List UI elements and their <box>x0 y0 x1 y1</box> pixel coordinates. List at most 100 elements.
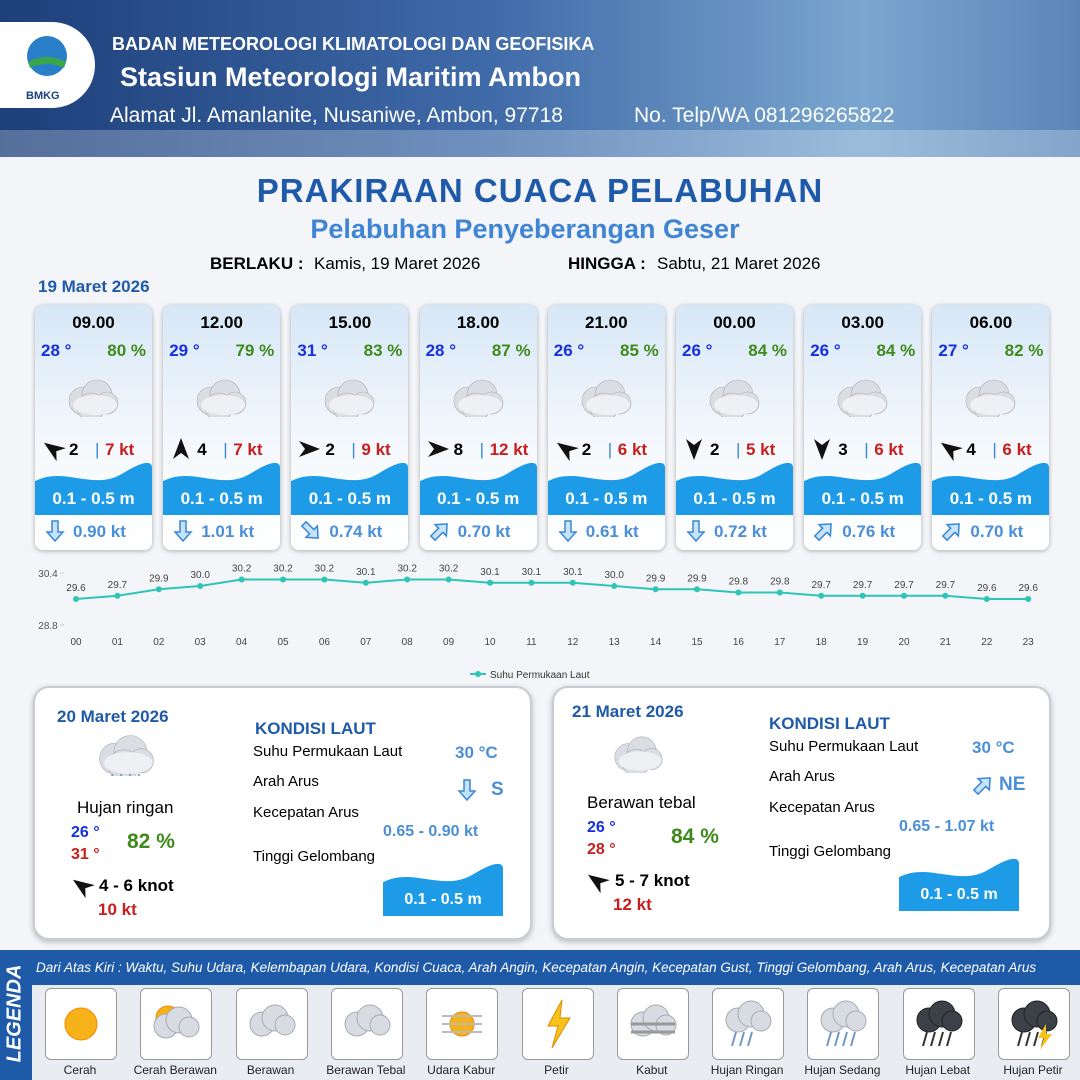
arrow <box>686 520 706 543</box>
cloud-icon <box>68 379 119 417</box>
gust: 6 kt <box>1002 440 1032 459</box>
value-label: 29.7 <box>108 580 128 591</box>
sst: 30 °C <box>455 743 498 762</box>
temp-max: 28 ° <box>587 841 616 858</box>
day-panel: 20 Maret 2026 Hujan ringan 26 ° 31 ° 82 % 4 -… <box>33 686 532 940</box>
wave-height: 0.1 - 0.5 m <box>693 489 776 508</box>
org-name: BADAN METEOROLOGI KLIMATOLOGI DAN GEOFIS… <box>112 34 595 54</box>
legend-label: Hujan Petir <box>1003 1063 1063 1077</box>
temp-min: 26 ° <box>71 824 100 841</box>
cloud-part <box>201 395 246 415</box>
current-arrow <box>942 523 961 542</box>
value-label: 29.8 <box>770 577 790 588</box>
sst-point <box>1025 596 1032 602</box>
arrow <box>556 442 579 462</box>
humidity: 85 % <box>620 341 659 360</box>
header: BMKG BADAN METEOROLOGI KLIMATOLOGI DAN GE… <box>0 0 1080 157</box>
legend-icon <box>249 1004 296 1037</box>
header-floor <box>0 130 1080 157</box>
legend-icon <box>916 1000 963 1047</box>
rain-drop <box>731 1031 738 1047</box>
cloud-icon <box>196 379 247 417</box>
arrow <box>814 439 831 460</box>
arrow <box>941 442 964 462</box>
y-tick-label: 28.8 <box>38 621 58 632</box>
value-label: 29.7 <box>894 580 914 591</box>
current-speed: 0.70 kt <box>970 522 1024 541</box>
wave-shape <box>804 463 922 515</box>
time: 00.00 <box>713 313 756 332</box>
value-label: 30.2 <box>273 564 293 575</box>
wave-height: 0.1 - 0.5 m <box>920 886 998 903</box>
legend-label: Cerah Berawan <box>133 1063 217 1077</box>
value-label: 30.1 <box>480 567 500 578</box>
temp-min: 26 ° <box>587 819 616 836</box>
legend-icon-box <box>45 988 117 1060</box>
wind-range: 4 - 6 knot <box>99 876 174 895</box>
x-tick-label: 18 <box>816 637 828 648</box>
legend-icon <box>153 1005 200 1039</box>
x-tick-label: 17 <box>774 637 786 648</box>
cloud-icon <box>99 735 154 777</box>
arrow <box>301 520 320 539</box>
wave <box>804 463 922 515</box>
rain-drop <box>834 1031 841 1047</box>
sst-point <box>197 583 204 589</box>
sst-point <box>528 579 535 586</box>
legend-icon-box <box>998 988 1070 1060</box>
cloud-part <box>329 395 374 415</box>
rain-drop <box>945 1031 952 1047</box>
wind-arrow <box>941 442 964 462</box>
value-label: 30.2 <box>397 564 417 575</box>
cloud-icon <box>614 736 663 773</box>
wind-arrow <box>72 879 95 899</box>
value-label: 29.6 <box>977 583 997 594</box>
day1-date: 19 Maret 2026 <box>38 277 150 296</box>
wave-shape <box>163 463 281 515</box>
wind-speed: 2 <box>710 440 720 459</box>
x-tick-label: 23 <box>1023 637 1035 648</box>
sst-point <box>73 596 79 602</box>
legend-icon <box>820 1000 867 1047</box>
wind-speed: 2 <box>69 440 79 459</box>
sst-point <box>818 592 825 599</box>
wave <box>383 864 503 916</box>
legend-label: Udara Kabur <box>427 1063 496 1077</box>
subtitle: Pelabuhan Penyeberangan Geser <box>310 214 740 244</box>
humidity: 79 % <box>235 341 275 360</box>
cloud-part <box>845 1010 867 1032</box>
separator: | <box>479 440 485 459</box>
cloud-icon <box>709 379 760 417</box>
gust: 12 kt <box>613 895 652 914</box>
bolt <box>546 999 571 1049</box>
sst-chart: 28.8 30.4 29.6 00 29.7 01 29.9 02 30.0 03 30.2 04 30… <box>38 564 1038 682</box>
humidity: 84 % <box>748 341 787 360</box>
arrow <box>173 438 190 459</box>
arrow <box>429 523 448 542</box>
phone: No. Telp/WA 081296265822 <box>634 104 895 127</box>
temperature: 29 ° <box>169 341 200 360</box>
cloud-part <box>970 395 1015 415</box>
rain-drop <box>850 1031 857 1047</box>
legend-label: Berawan <box>246 1063 295 1077</box>
address: Alamat Jl. Amanlanite, Nusaniwe, Ambon, … <box>110 104 563 127</box>
humidity: 87 % <box>491 341 531 360</box>
wind-speed: 2 <box>325 440 335 459</box>
current-arrow <box>686 520 706 543</box>
sst-point <box>694 586 700 593</box>
legend-icon <box>442 1011 483 1037</box>
current-direction: S <box>491 779 504 800</box>
wave <box>35 463 152 515</box>
legend-icon <box>1011 1000 1058 1050</box>
cloud-icon <box>966 379 1016 417</box>
value-label: 29.6 <box>1018 583 1038 594</box>
legend-icon <box>546 999 571 1049</box>
arrow <box>299 441 321 457</box>
x-tick-label: 04 <box>236 637 248 648</box>
value-label: 29.9 <box>149 573 169 584</box>
x-tick-label: 11 <box>526 637 537 648</box>
gust: 9 kt <box>361 440 391 459</box>
sea-label: Suhu Permukaan Laut <box>253 743 403 760</box>
rain-drop <box>826 1031 833 1047</box>
cloud-icon <box>837 379 888 417</box>
